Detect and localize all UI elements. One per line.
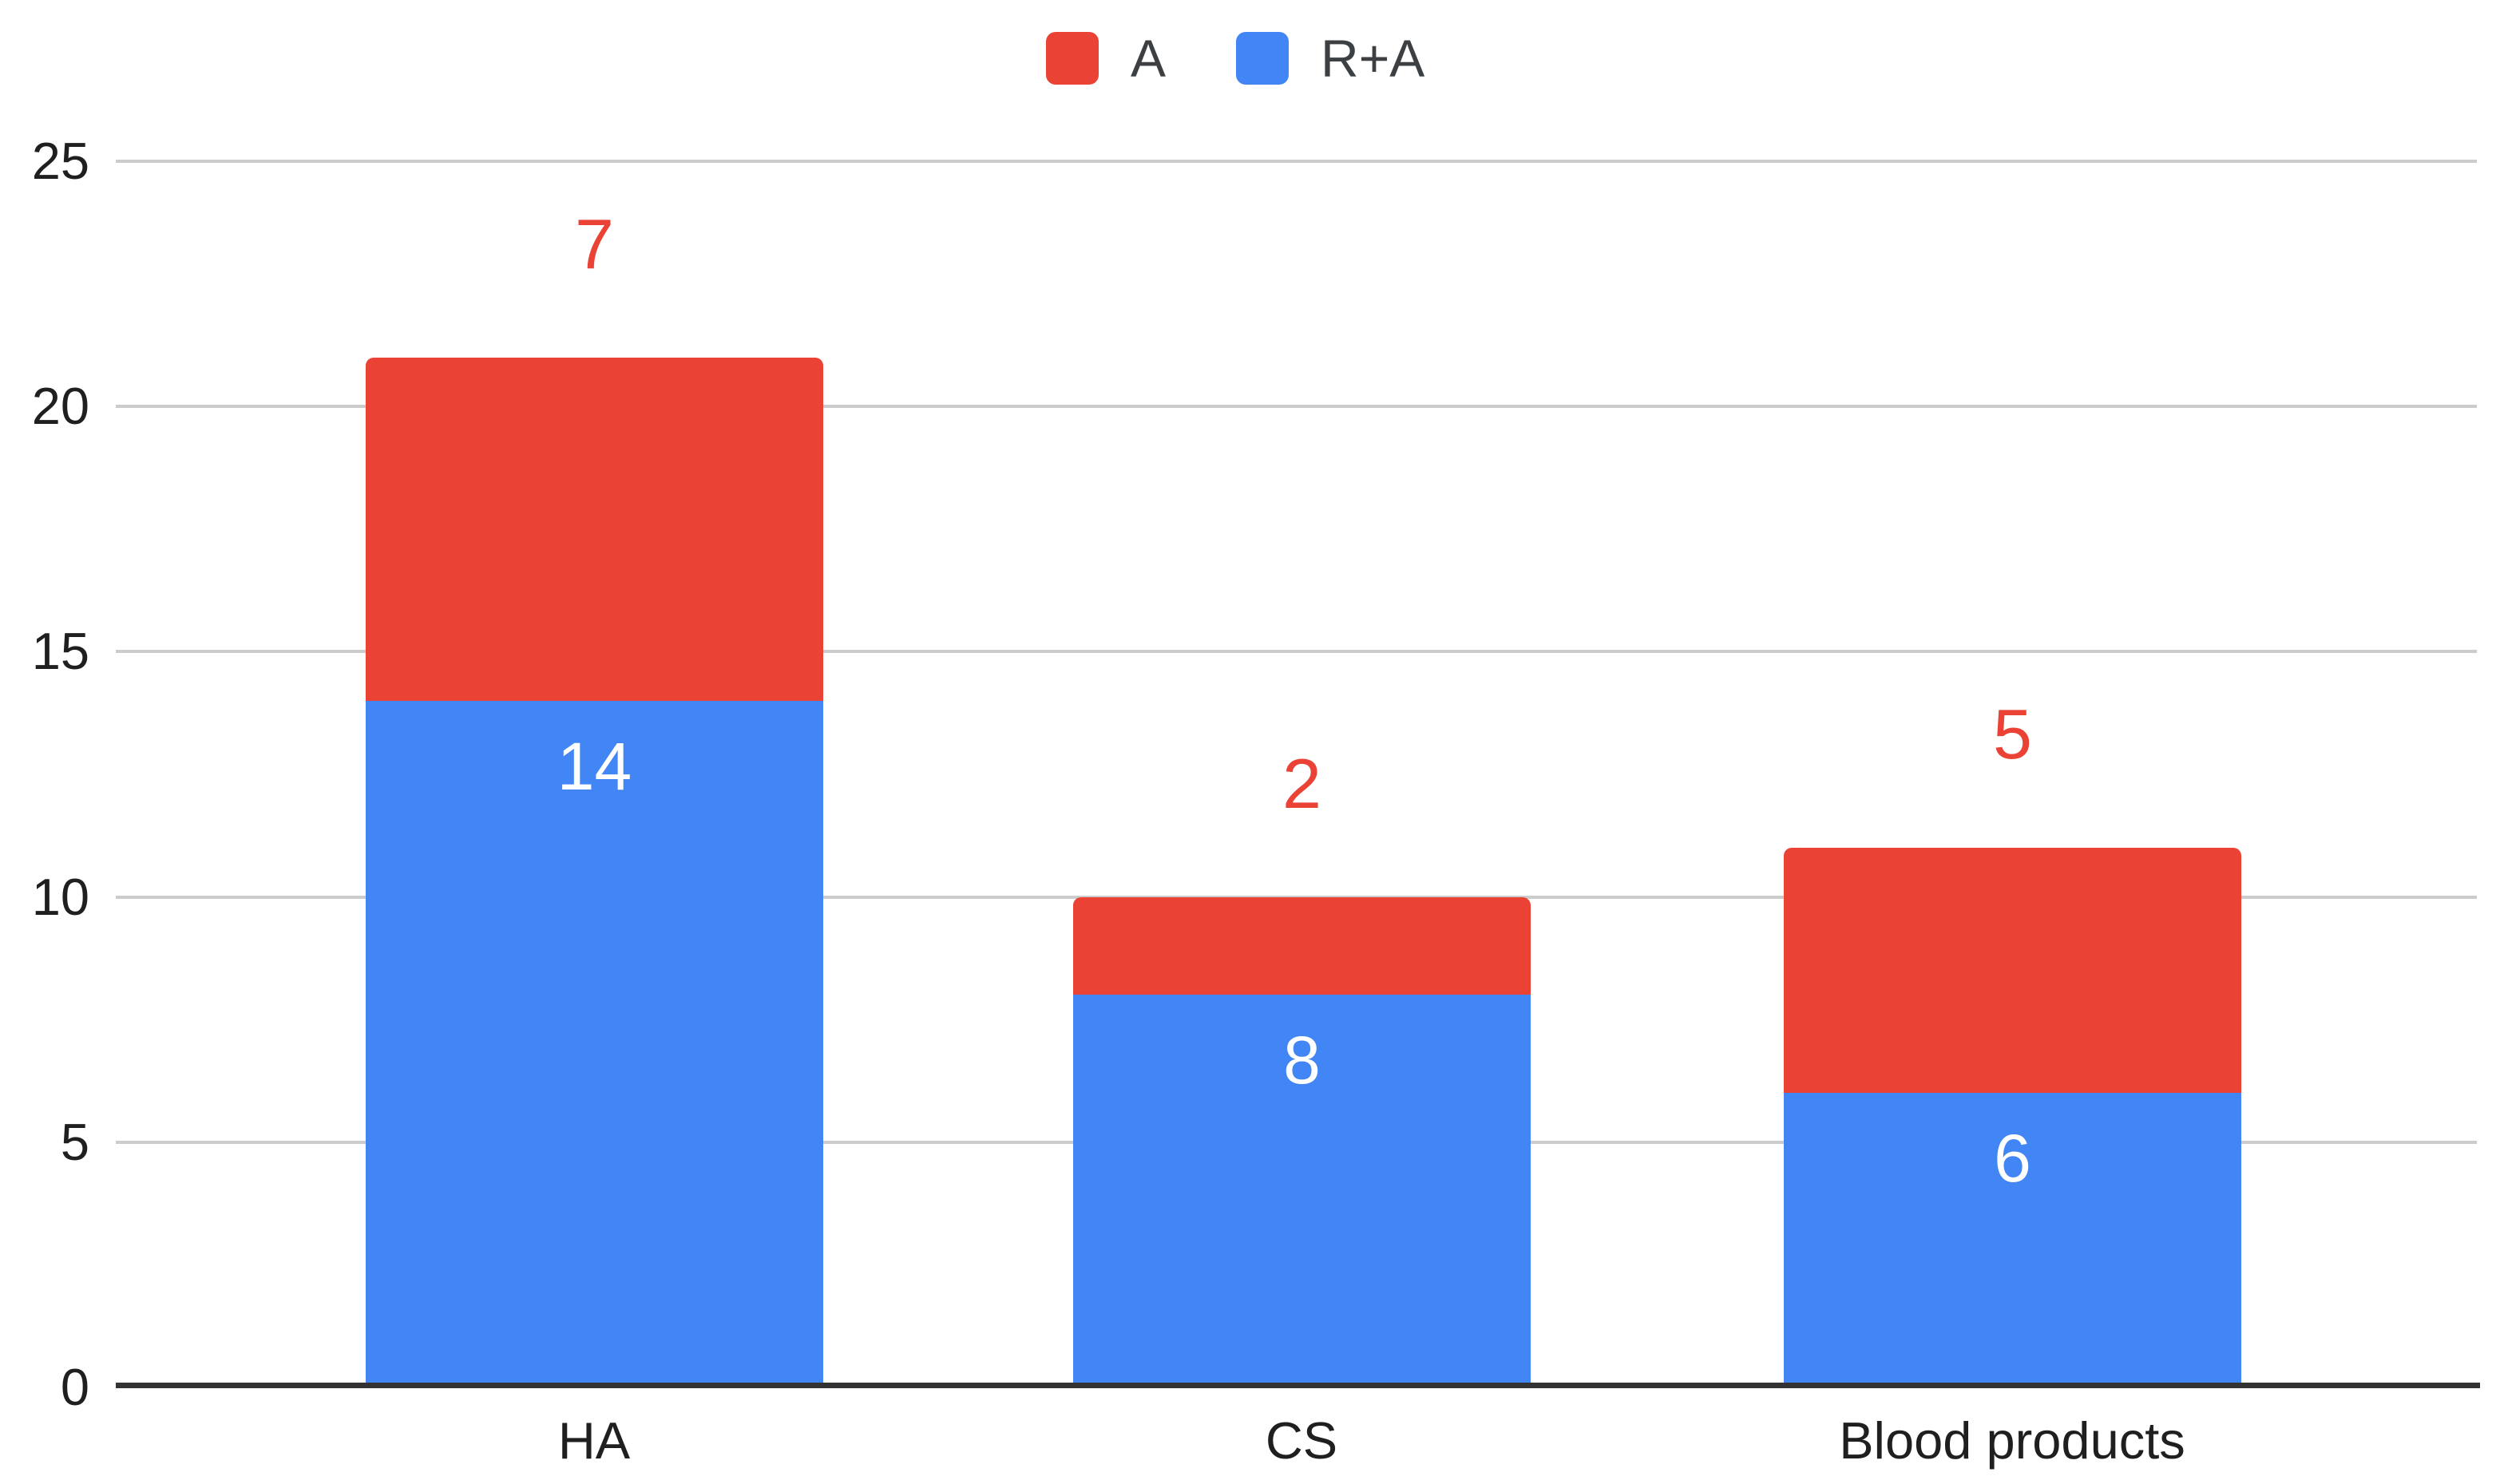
x-axis-line: [116, 1383, 2480, 1388]
chart-legend: A R+A: [1046, 32, 1424, 85]
bar-segment-r-plus-a-3[interactable]: [1784, 1093, 2241, 1386]
y-axis-tick-label: 25: [31, 132, 89, 190]
bar-value-label: 8: [1283, 1023, 1321, 1098]
bar-value-label: 14: [557, 729, 632, 804]
bar-top-label: 2: [1282, 744, 1321, 823]
x-axis-category-label: CS: [1265, 1411, 1338, 1470]
legend-item-r-plus-a[interactable]: R+A: [1236, 32, 1424, 85]
legend-label-a: A: [1131, 29, 1167, 88]
y-axis-tick-label: 10: [31, 868, 89, 926]
bar-segment-a-2[interactable]: [1073, 897, 1531, 995]
legend-swatch-a-icon: [1046, 32, 1099, 85]
bar-segment-a-1[interactable]: [366, 358, 823, 701]
bar-segment-r-plus-a-1[interactable]: [366, 701, 823, 1386]
bar-segment-a-3[interactable]: [1784, 848, 2241, 1093]
y-axis-tick-label: 15: [31, 622, 89, 680]
bar-segment-r-plus-a-2[interactable]: [1073, 995, 1531, 1386]
bar-top-label: 5: [1993, 695, 2032, 774]
legend-swatch-r-plus-a-icon: [1236, 32, 1290, 85]
y-axis-tick-label: 5: [60, 1113, 89, 1171]
y-axis-tick-label: 20: [31, 377, 89, 435]
bar-top-label: 7: [575, 204, 614, 283]
gridline: [116, 405, 2477, 408]
legend-item-a[interactable]: A: [1046, 32, 1166, 85]
bar-value-label: 6: [1994, 1121, 2031, 1196]
x-axis-category-label: Blood products: [1839, 1411, 2185, 1470]
x-axis-category-label: HA: [557, 1411, 631, 1470]
gridline: [116, 160, 2477, 163]
gridline: [116, 650, 2477, 653]
legend-label-r-plus-a: R+A: [1321, 29, 1425, 88]
y-axis-tick-label: 0: [60, 1358, 89, 1416]
